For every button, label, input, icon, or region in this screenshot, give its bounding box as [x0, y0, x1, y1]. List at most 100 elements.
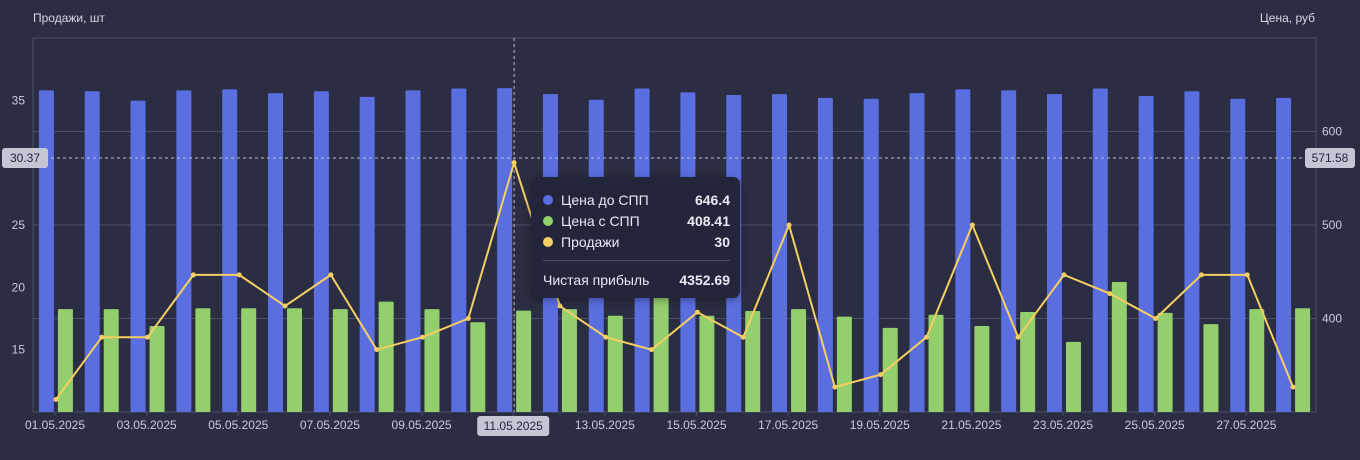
x-tick-label: 03.05.2025 — [117, 418, 177, 432]
sales-point — [878, 372, 884, 378]
sales-point — [1244, 272, 1250, 278]
bar-price-before — [130, 100, 146, 413]
tooltip: Цена до СПП 646.4 Цена с СПП 408.41 Прод… — [531, 177, 740, 298]
sales-point — [1061, 272, 1067, 278]
bar-price-after — [516, 310, 532, 412]
sales-point — [786, 222, 792, 228]
crosshair-x-label: 11.05.2025 — [484, 419, 543, 433]
crosshair-left-label-bg — [2, 148, 48, 168]
price-before-dot-icon — [543, 194, 553, 205]
bar-price-after — [103, 309, 119, 412]
sales-line — [55, 161, 1295, 401]
bar-price-before — [84, 91, 100, 413]
sales-point — [374, 347, 380, 353]
sales-point — [832, 384, 838, 390]
sales-point — [236, 272, 242, 278]
tooltip-divider — [543, 260, 730, 261]
crosshair-right-label: 571.58 — [1312, 151, 1349, 165]
left-tick-label: 35 — [12, 93, 26, 107]
tooltip-value: 408.41 — [687, 212, 730, 229]
sales-point — [1153, 316, 1159, 321]
right-axis-title: Цена, руб — [1259, 11, 1315, 25]
sales-point — [924, 334, 930, 340]
crosshair-left-label: 30.37 — [10, 151, 40, 165]
sales-point — [557, 303, 563, 309]
sales-point — [1198, 272, 1204, 278]
bar-price-before — [222, 89, 238, 413]
x-tick-label: 07.05.2025 — [300, 418, 360, 432]
tooltip-row-profit: Чистая прибыль 4352.69 — [543, 269, 730, 290]
bar-price-before — [38, 90, 54, 413]
bar-price-after — [928, 314, 944, 412]
bar-price-after — [287, 308, 303, 412]
sales-point — [465, 316, 471, 321]
right-tick-label: 500 — [1322, 218, 1342, 232]
bar-price-before — [497, 88, 513, 412]
bar-price-after — [699, 315, 715, 412]
bar-price-before — [1001, 90, 1017, 413]
x-tick-label: 25.05.2025 — [1125, 418, 1185, 432]
bar-price-after — [1065, 341, 1081, 412]
right-tick-label: 400 — [1322, 312, 1342, 326]
sales-point — [99, 334, 105, 340]
bar-price-after — [1249, 309, 1265, 412]
crosshair-right-label-bg — [1305, 148, 1355, 168]
left-tick-label: 25 — [12, 218, 26, 232]
x-tick-label: 23.05.2025 — [1033, 418, 1093, 432]
tooltip-value: 646.4 — [694, 191, 730, 208]
bar-price-before — [268, 93, 284, 412]
sales-point — [1107, 291, 1113, 297]
bar-price-before — [1092, 88, 1108, 413]
bar-price-after — [745, 311, 761, 412]
x-tick-label: 15.05.2025 — [666, 418, 726, 432]
tooltip-summary-value: 4352.69 — [679, 271, 730, 288]
tooltip-value: 30 — [714, 233, 730, 250]
bar-price-before — [909, 93, 925, 412]
bar-price-before — [1230, 98, 1246, 413]
sales-point — [511, 160, 517, 166]
bar-price-after — [791, 309, 807, 412]
bar-price-after — [882, 327, 898, 412]
tooltip-row-sales: Продажи 30 — [543, 231, 730, 252]
bar-price-after — [561, 309, 577, 412]
bar-price-after — [1295, 308, 1311, 412]
bar-price-before — [1046, 94, 1062, 412]
bar-price-after — [1111, 282, 1127, 412]
bar-price-after — [332, 309, 348, 412]
left-tick-label: 15 — [12, 343, 26, 357]
sales-point — [145, 334, 151, 340]
price-after-dot-icon — [543, 215, 553, 226]
bar-price-after — [470, 322, 486, 412]
tooltip-summary-label: Чистая прибыль — [543, 271, 650, 288]
bar-price-before — [1138, 95, 1154, 412]
left-tick-label: 20 — [12, 280, 26, 294]
bar-price-after — [424, 309, 440, 412]
sales-point — [740, 334, 746, 340]
sales-point — [53, 397, 59, 403]
bar-price-before — [313, 91, 329, 413]
bar-price-after — [1157, 312, 1173, 412]
bar-price-after — [195, 308, 211, 412]
sales-point — [282, 303, 288, 309]
bar-price-after — [607, 315, 623, 412]
bar-price-after — [974, 325, 990, 412]
x-tick-label: 05.05.2025 — [208, 418, 268, 432]
sales-point — [649, 347, 655, 353]
tooltip-label: Цена до СПП — [561, 191, 649, 208]
x-tick-label: 27.05.2025 — [1216, 418, 1276, 432]
bar-price-after — [378, 301, 394, 412]
tooltip-row-price-before: Цена до СПП 646.4 — [543, 189, 730, 210]
bar-price-before — [863, 98, 879, 413]
bar-price-after — [653, 296, 669, 412]
sales-point — [190, 272, 196, 278]
right-tick-label: 600 — [1322, 125, 1342, 139]
sales-point — [694, 309, 700, 315]
sales-point — [603, 334, 609, 340]
x-tick-label: 01.05.2025 — [25, 418, 85, 432]
bar-price-before — [1184, 91, 1200, 413]
bar-price-before — [176, 90, 192, 413]
x-tick-label: 13.05.2025 — [575, 418, 635, 432]
tooltip-label: Продажи — [561, 233, 620, 250]
sales-dot-icon — [543, 236, 553, 247]
